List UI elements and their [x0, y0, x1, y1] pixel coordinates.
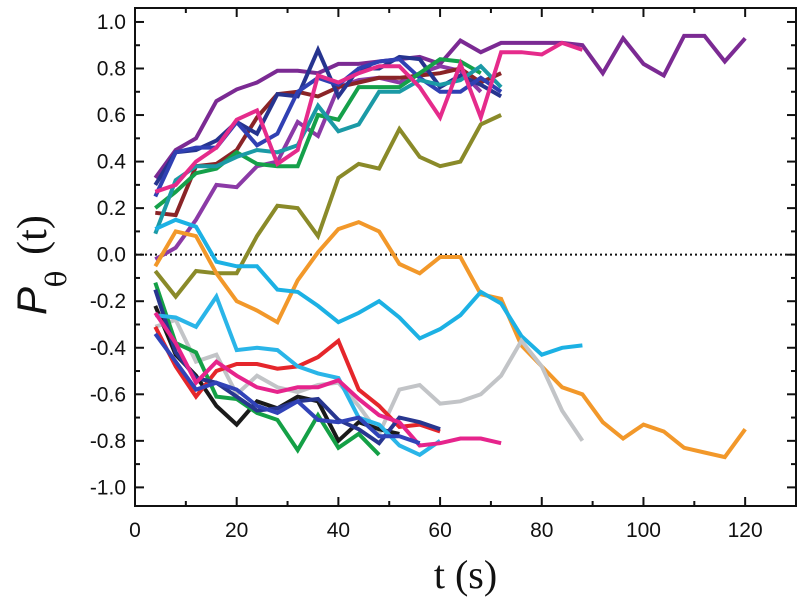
- y-tick-label: 0.6: [97, 104, 126, 127]
- x-tick-label: 120: [728, 519, 763, 542]
- y-tick-label: -0.6: [90, 383, 126, 406]
- series-line-magenta: [154, 40, 584, 194]
- y-tick-label: -1.0: [90, 476, 126, 499]
- y-tick-label: 0.2: [97, 197, 126, 220]
- series-line-purple: [153, 33, 747, 180]
- series-line-olive: [153, 113, 502, 300]
- x-tick-label: 0: [129, 519, 141, 542]
- series-line-orange: [153, 219, 747, 460]
- series-lines: [153, 33, 747, 460]
- series-line-teal: [153, 63, 503, 235]
- x-tick-label: 40: [327, 519, 350, 542]
- y-tick-label: -0.8: [90, 430, 126, 453]
- x-tick-label: 100: [626, 519, 661, 542]
- series-line-green-2: [153, 281, 381, 457]
- y-tick-label: 1.0: [97, 11, 126, 34]
- x-axis-ticks: 0 20 40 60 80 100 120: [129, 8, 763, 542]
- y-axis-label-subscript: θ: [40, 271, 73, 288]
- series-line-cyan: [154, 217, 583, 357]
- x-tick-label: 20: [225, 519, 248, 542]
- series-line-cyan-2: [155, 292, 442, 458]
- y-tick-label: -0.4: [90, 337, 127, 360]
- y-axis-label-suffix: (t): [10, 215, 56, 255]
- series-line-blue-2: [153, 332, 421, 446]
- y-axis-label-main: P: [8, 287, 55, 315]
- plot-frame: [134, 7, 797, 507]
- y-tick-label: 0.0: [97, 244, 126, 267]
- x-tick-label: 60: [428, 519, 451, 542]
- series-line-green: [154, 57, 482, 210]
- y-axis-label: P θ (t): [8, 215, 73, 315]
- y-tick-label: -0.2: [90, 290, 126, 313]
- x-tick-label: 80: [530, 519, 553, 542]
- series-line-magenta-2: [153, 311, 502, 448]
- y-tick-label: 0.8: [97, 58, 126, 81]
- x-axis-label: t (s): [434, 552, 497, 597]
- y-axis-ticks: -1.0 -0.8 -0.6 -0.4 -0.2 0.0 0.2 0.4 0.6 0.8 1.0: [90, 11, 796, 499]
- y-tick-label: 0.4: [97, 151, 127, 174]
